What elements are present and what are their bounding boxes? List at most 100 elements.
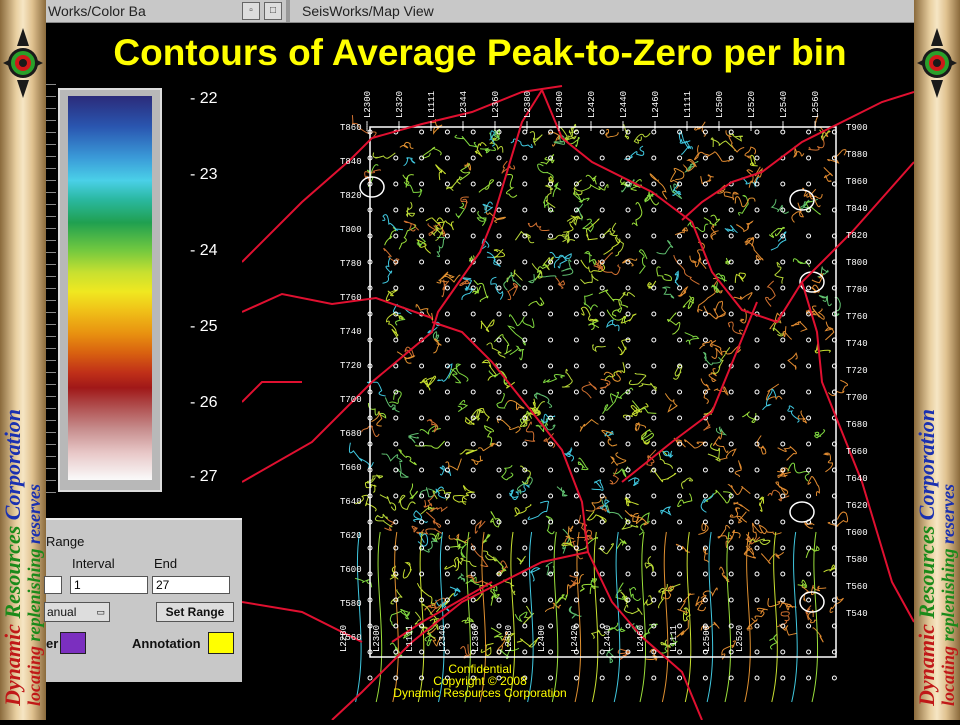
top-line-label: L2344 (459, 91, 469, 118)
left-trace-label: T780 (340, 259, 362, 269)
top-line-label: L2380 (523, 91, 533, 118)
left-trace-labels: T860 T840 T820 T800 T780 T760 T740 T720 T700 T680… (340, 123, 362, 643)
slide-title: Contours of Average Peak-to-Zero per bin (113, 32, 847, 73)
annotation-color-swatch[interactable] (208, 632, 234, 654)
set-range-button[interactable]: Set Range (156, 602, 234, 622)
left-trace-label: T840 (340, 157, 362, 167)
colorbar-label: - 26 (190, 394, 218, 411)
left-brand-strip: Dynamic Resources Corporation locating r… (0, 0, 46, 720)
swatch-label: er (46, 636, 59, 651)
top-line-label: L2520 (747, 91, 757, 118)
bottom-line-label: L2440 (603, 625, 613, 652)
right-trace-label: T760 (846, 312, 868, 322)
window-title-bar: Works/Color Ba ▫ □ SeisWorks/Map View (46, 0, 914, 23)
top-line-label: L2360 (491, 91, 501, 118)
map-view-window-title: SeisWorks/Map View (302, 3, 434, 19)
colorbar-label: - 22 (190, 90, 218, 107)
top-line-label: L2460 (651, 91, 661, 118)
bottom-line-label: L2360 (471, 625, 481, 652)
title-separator (286, 0, 290, 22)
grid-points (367, 129, 837, 681)
top-line-label: L1111 (427, 91, 437, 118)
left-trace-label: T640 (340, 497, 362, 507)
right-trace-label: T580 (846, 555, 868, 565)
right-trace-label: T840 (846, 204, 868, 214)
left-trace-label: T820 (340, 191, 362, 201)
right-trace-label: T720 (846, 366, 868, 376)
right-trace-label: T660 (846, 447, 868, 457)
bottom-line-labels: L2280 L2300 L1111 L2340 L2360 L2380 L2400 L2420… (339, 625, 745, 652)
top-line-label: L2400 (555, 91, 565, 118)
svg-text:locating replenishing reserves: locating replenishing reserves (938, 484, 958, 706)
brand-vertical-text: Dynamic Resources Corporation locating r… (0, 166, 44, 707)
svg-text:locating replenishing reserves: locating replenishing reserves (24, 484, 44, 706)
colorbar-label: - 24 (190, 242, 218, 259)
top-line-label: L2420 (587, 91, 597, 118)
interval-label: Interval (72, 556, 115, 571)
brand-vertical-text: Dynamic Resources Corporation locating r… (914, 166, 958, 707)
left-trace-label: T720 (340, 361, 362, 371)
right-trace-label: T620 (846, 501, 868, 511)
bottom-line-label: L2340 (438, 625, 448, 652)
right-trace-label: T800 (846, 258, 868, 268)
window-menu-button[interactable]: ▫ (242, 2, 260, 20)
range-section-label: Range (46, 534, 85, 549)
colorbar-label: - 27 (190, 468, 218, 485)
end-label: End (154, 556, 178, 571)
color-bar-window-title: Works/Color Ba (48, 3, 146, 19)
left-trace-label: T860 (340, 123, 362, 133)
bottom-line-label: L2400 (537, 625, 547, 652)
left-trace-label: T660 (340, 463, 362, 473)
bottom-line-label: L2280 (339, 625, 349, 652)
range-controls-panel: Range Interval End anual ▭ Set Range er … (44, 518, 242, 682)
interval-field[interactable] (70, 576, 148, 594)
bottom-line-label: L2520 (735, 625, 745, 652)
color-swatch[interactable] (60, 632, 86, 654)
left-trace-label: T800 (340, 225, 362, 235)
bottom-line-label: L1111 (405, 625, 415, 652)
right-trace-label: T880 (846, 150, 868, 160)
top-line-label: L2300 (363, 91, 373, 118)
top-line-label: L2540 (779, 91, 789, 118)
footer-company: Dynamic Resources Corporation (393, 686, 567, 700)
dropdown-icon: ▭ (96, 607, 105, 617)
top-line-label: L1111 (683, 91, 693, 118)
right-trace-label: T740 (846, 339, 868, 349)
top-line-label: L2560 (811, 91, 821, 118)
colorbar-label: - 25 (190, 318, 218, 335)
footer-copyright: Copyright © 2008 (433, 674, 527, 688)
end-field[interactable] (152, 576, 230, 594)
annotation-label: Annotation (132, 636, 201, 651)
colorbar-label: - 23 (190, 166, 218, 183)
left-trace-label: T560 (340, 633, 362, 643)
top-line-labels: L2300 L2320 L1111 L2344 L2360 L2380 L2400 L2420… (363, 91, 821, 131)
right-trace-label: T540 (846, 609, 868, 619)
left-trace-label: T740 (340, 327, 362, 337)
top-line-label: L2500 (715, 91, 725, 118)
right-trace-label: T900 (846, 123, 868, 133)
county-boundaries (241, 85, 915, 721)
mode-select-value: anual (47, 605, 77, 619)
right-trace-label: T860 (846, 177, 868, 187)
brand-logo-icon (917, 28, 957, 98)
contour-map-canvas[interactable]: L2300 L2320 L1111 L2344 L2360 L2380 L2400 L2420… (241, 82, 915, 721)
mode-select[interactable]: anual ▭ (44, 602, 110, 622)
right-trace-label: T600 (846, 528, 868, 538)
bottom-line-label: L2420 (570, 625, 580, 652)
window-maximize-button[interactable]: □ (264, 2, 282, 20)
right-trace-label: T780 (846, 285, 868, 295)
color-scale-bar[interactable] (68, 96, 152, 480)
right-trace-label: T640 (846, 474, 868, 484)
contour-lines (348, 115, 849, 703)
footer-confidential: Confidential (448, 662, 512, 676)
right-trace-labels: T900 T880 T860 T840 T820 T800 T780 T760 T740 T720… (846, 123, 868, 619)
map-view[interactable]: L2300 L2320 L1111 L2344 L2360 L2380 L2400 L2420… (241, 82, 915, 721)
bottom-line-label: L2380 (504, 625, 514, 652)
start-field[interactable] (44, 576, 62, 594)
left-trace-label: T580 (340, 599, 362, 609)
color-bar-tick-strip (46, 84, 58, 514)
bottom-line-label: L2500 (702, 625, 712, 652)
bottom-line-label: L1111 (669, 625, 679, 652)
bottom-line-label: L2300 (372, 625, 382, 652)
right-trace-label: T700 (846, 393, 868, 403)
